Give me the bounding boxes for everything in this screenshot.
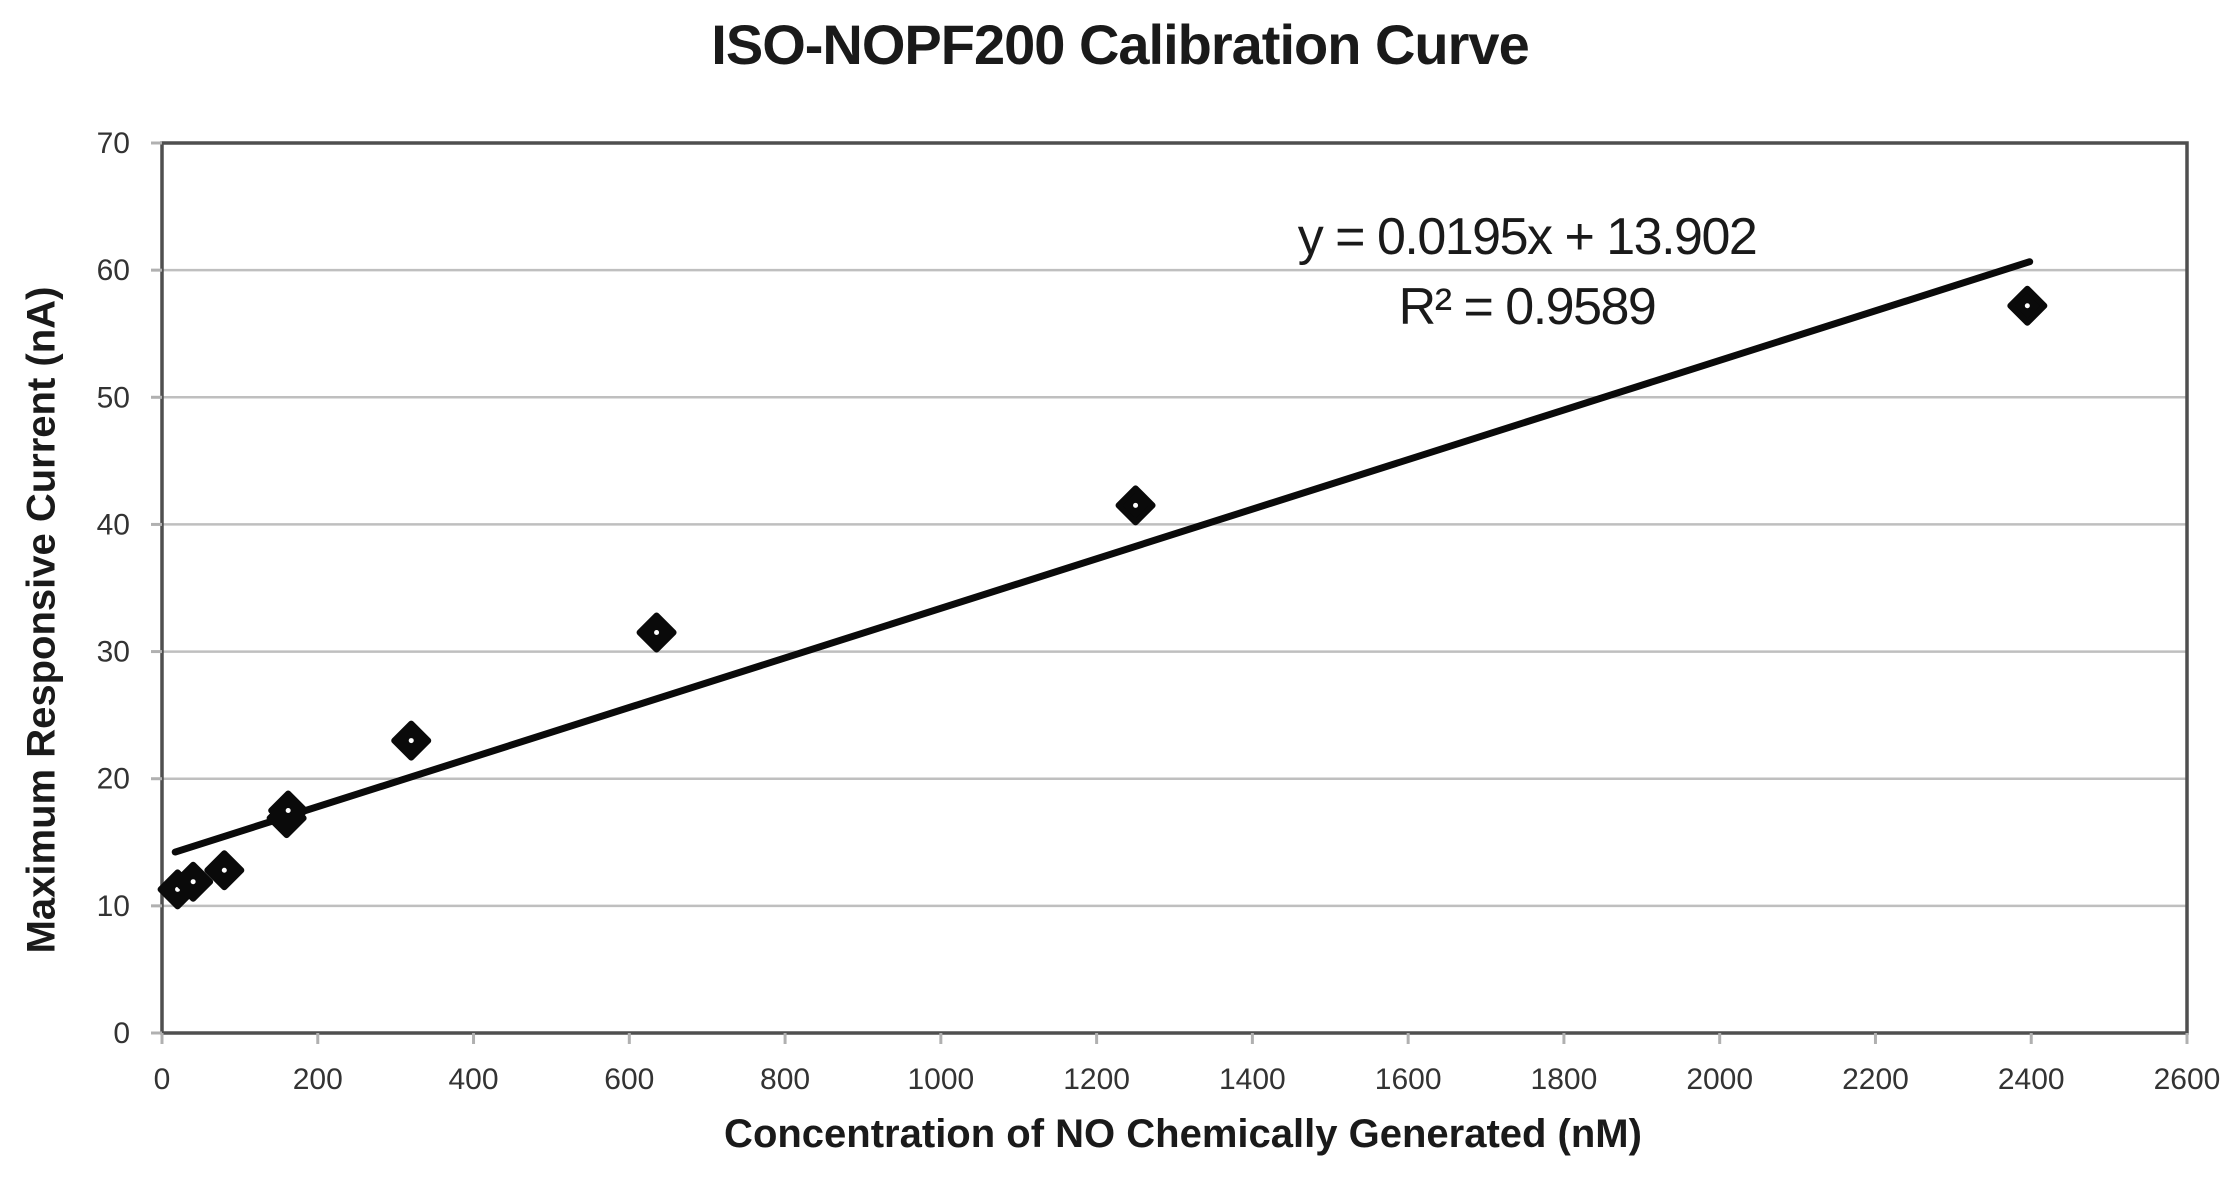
data-point-center-dot: [190, 879, 196, 885]
x-tick-label: 600: [604, 1063, 654, 1096]
data-point-center-dot: [221, 867, 227, 873]
x-tick-label: 0: [154, 1063, 171, 1096]
y-tick-label: 50: [97, 381, 130, 414]
x-tick-label: 2600: [2154, 1063, 2221, 1096]
equation-text: y = 0.0195x + 13.902: [1297, 208, 1758, 266]
trendline-annotation: y = 0.0195x + 13.902 R² = 0.9589: [1297, 202, 1758, 342]
chart-title: ISO-NOPF200 Calibration Curve: [711, 13, 1529, 76]
x-tick-label: 2400: [1998, 1063, 2065, 1096]
x-tick-label: 800: [760, 1063, 810, 1096]
x-tick-label: 1400: [1219, 1063, 1286, 1096]
trendline: [171, 258, 2034, 856]
x-tick-label: 2000: [1686, 1063, 1753, 1096]
data-point-center-dot: [408, 738, 414, 744]
y-tick-label: 0: [113, 1017, 130, 1050]
plot-border: [160, 141, 2189, 1035]
r-squared-text: R² = 0.9589: [1398, 278, 1657, 336]
y-tick-label: 20: [97, 763, 130, 796]
y-tick-label: 40: [97, 508, 130, 541]
x-tick-label: 1000: [907, 1063, 974, 1096]
y-tick-label: 10: [97, 890, 130, 923]
y-tick-label: 30: [97, 636, 130, 669]
y-tick-label: 60: [97, 254, 130, 287]
data-point-center-dot: [1133, 502, 1139, 508]
data-point-center-dot: [2024, 303, 2030, 309]
data-point-center-dot: [285, 808, 291, 813]
x-tick-label: 1600: [1375, 1063, 1442, 1096]
x-tick-label: 200: [293, 1063, 343, 1096]
x-axis-label: Concentration of NO Chemically Generated…: [724, 1112, 1642, 1156]
x-tick-label: 2200: [1842, 1063, 1909, 1096]
y-tick-label: 70: [97, 127, 130, 160]
data-point-center-dot: [654, 630, 660, 635]
x-tick-label: 1800: [1531, 1063, 1598, 1096]
x-tick-label: 1200: [1063, 1063, 1130, 1096]
y-axis-label: Maximum Responsive Current (nA): [19, 286, 64, 954]
x-tick-label: 400: [449, 1063, 499, 1096]
